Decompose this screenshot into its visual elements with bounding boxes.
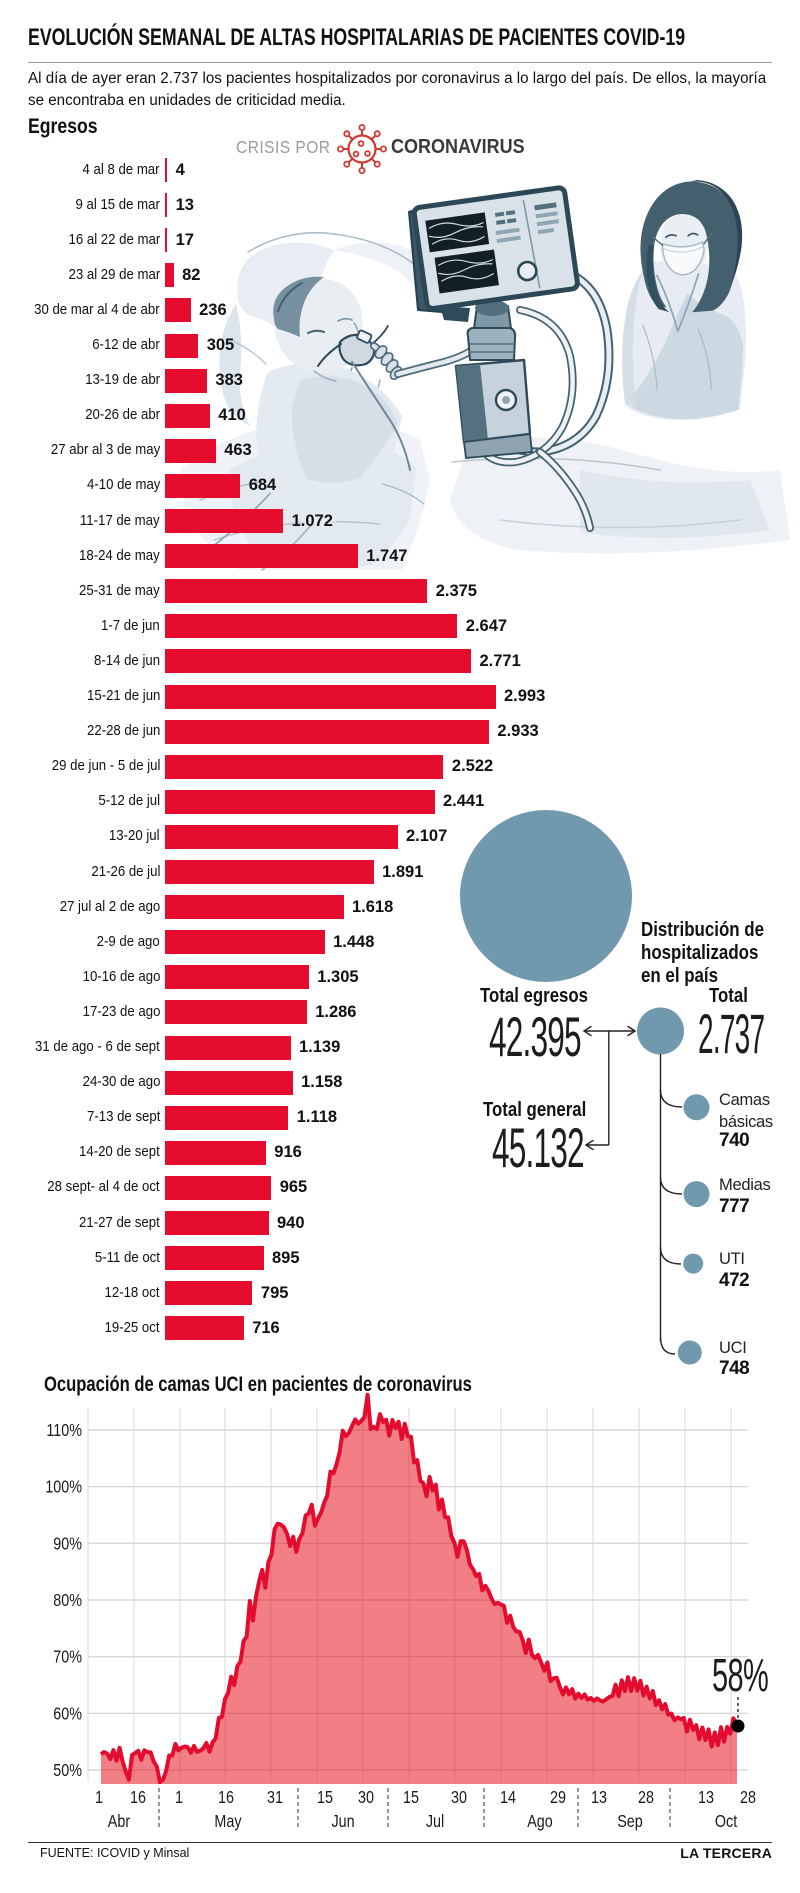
svg-text:16: 16 [218, 1789, 234, 1808]
svg-text:30: 30 [358, 1789, 374, 1808]
svg-text:60%: 60% [53, 1705, 82, 1724]
svg-text:28: 28 [740, 1789, 756, 1808]
svg-text:28: 28 [638, 1789, 654, 1808]
svg-text:14: 14 [500, 1789, 516, 1808]
svg-text:May: May [214, 1813, 241, 1832]
svg-text:90%: 90% [53, 1535, 82, 1554]
svg-text:1: 1 [95, 1789, 103, 1808]
svg-text:15: 15 [317, 1789, 333, 1808]
svg-text:15: 15 [403, 1789, 419, 1808]
svg-text:70%: 70% [53, 1648, 82, 1667]
svg-text:Ago: Ago [527, 1813, 553, 1832]
svg-text:Oct: Oct [715, 1813, 738, 1832]
svg-text:16: 16 [130, 1789, 146, 1808]
svg-text:30: 30 [451, 1789, 467, 1808]
svg-text:Jun: Jun [331, 1813, 354, 1832]
svg-text:Sep: Sep [617, 1813, 643, 1832]
svg-text:29: 29 [550, 1789, 566, 1808]
svg-text:80%: 80% [53, 1592, 82, 1611]
svg-text:13: 13 [591, 1789, 607, 1808]
svg-text:50%: 50% [53, 1762, 82, 1781]
svg-text:Abr: Abr [108, 1813, 131, 1832]
svg-text:110%: 110% [46, 1422, 82, 1441]
svg-text:31: 31 [267, 1789, 283, 1808]
svg-text:Jul: Jul [426, 1813, 444, 1832]
svg-text:100%: 100% [45, 1478, 82, 1497]
svg-text:13: 13 [698, 1789, 714, 1808]
svg-text:1: 1 [175, 1789, 183, 1808]
